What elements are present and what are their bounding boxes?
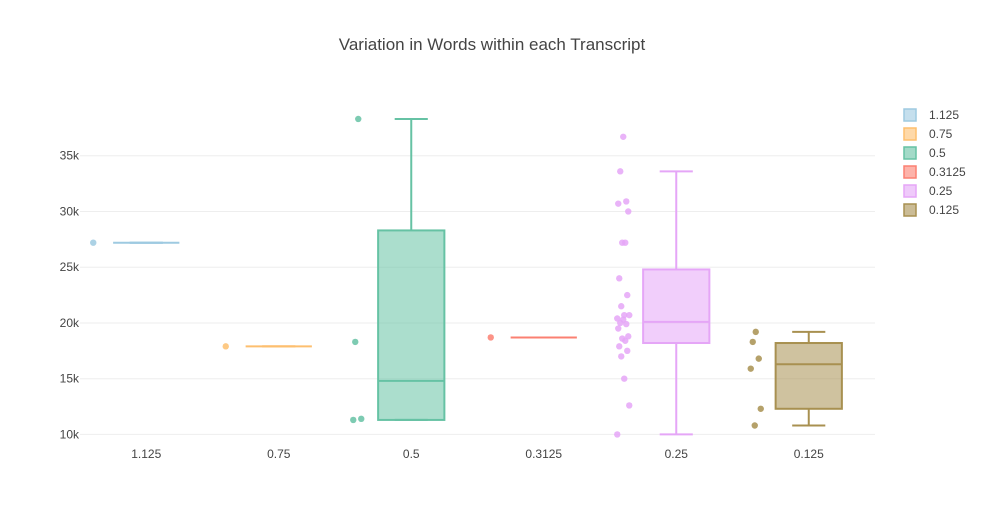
box-trace[interactable] [614,133,711,438]
data-point[interactable] [752,328,759,336]
box [377,229,446,421]
data-point[interactable] [620,133,627,140]
y-axis-ticks: 10k 15k 20k 25k 30k 35k [60,149,80,442]
data-point[interactable] [617,168,624,175]
legend-item[interactable]: 0.3125 [903,165,966,179]
legend-swatch [903,127,917,141]
legend-swatch [903,165,917,179]
data-point[interactable] [616,343,623,350]
data-point[interactable] [618,303,625,310]
legend-swatch [903,146,917,160]
legend[interactable]: 1.125 0.75 0.5 0.3125 0.25 0.125 [903,108,966,217]
data-point[interactable] [617,319,624,327]
data-point[interactable] [487,334,494,341]
data-point[interactable] [626,402,633,409]
x-tick-label: 0.5 [403,447,420,461]
legend-label: 1.125 [929,108,959,122]
legend-swatch [903,203,917,217]
box-trace[interactable] [350,115,446,424]
legend-swatch [903,184,917,198]
data-point[interactable] [616,275,623,282]
chart-title: Variation in Words within each Transcrip… [339,35,646,54]
y-tick-label: 20k [60,316,80,330]
y-tick-label: 10k [60,427,80,441]
data-point[interactable] [751,422,758,429]
data-point[interactable] [618,353,625,360]
legend-label: 0.25 [929,184,953,198]
data-point[interactable] [615,325,622,332]
data-point[interactable] [623,320,630,328]
plot-area[interactable] [90,115,843,438]
box-trace[interactable] [222,343,312,350]
data-point[interactable] [626,311,633,319]
box [774,342,843,410]
data-point[interactable] [355,115,362,123]
data-point[interactable] [222,343,229,350]
legend-item[interactable]: 0.5 [903,146,946,160]
legend-label: 0.75 [929,127,953,141]
data-point[interactable] [358,415,365,423]
x-axis-ticks: 1.125 0.75 0.5 0.3125 0.25 0.125 [131,447,824,461]
x-tick-label: 0.125 [794,447,824,461]
data-point[interactable] [749,338,756,346]
data-point[interactable] [622,337,629,344]
data-point[interactable] [755,355,762,362]
x-tick-label: 1.125 [131,447,161,461]
y-tick-label: 15k [60,372,80,386]
y-tick-label: 25k [60,260,80,274]
x-tick-label: 0.25 [665,447,689,461]
grid-lines [80,155,875,435]
legend-item[interactable]: 0.75 [903,127,953,141]
data-point[interactable] [350,416,357,424]
legend-label: 0.5 [929,146,946,160]
box-trace[interactable] [747,328,843,429]
legend-swatch [903,108,917,122]
box-trace[interactable] [487,334,577,341]
x-tick-label: 0.3125 [525,447,562,461]
data-point[interactable] [614,431,621,438]
data-point[interactable] [352,338,359,346]
data-point[interactable] [621,375,628,382]
legend-label: 0.3125 [929,165,966,179]
y-tick-label: 30k [60,204,80,218]
legend-item[interactable]: 0.125 [903,203,959,217]
legend-item[interactable]: 0.25 [903,184,953,198]
data-point[interactable] [747,365,754,372]
legend-label: 0.125 [929,203,959,217]
data-point[interactable] [615,200,622,207]
box [642,268,711,345]
data-point[interactable] [624,347,631,355]
data-point[interactable] [624,291,631,299]
data-point[interactable] [757,405,764,412]
legend-item[interactable]: 1.125 [903,108,959,122]
data-point[interactable] [625,208,632,215]
box-trace[interactable] [90,239,180,246]
y-tick-label: 35k [60,149,80,163]
data-point[interactable] [622,239,629,246]
data-point[interactable] [90,239,97,246]
x-tick-label: 0.75 [267,447,291,461]
data-point[interactable] [623,198,630,205]
